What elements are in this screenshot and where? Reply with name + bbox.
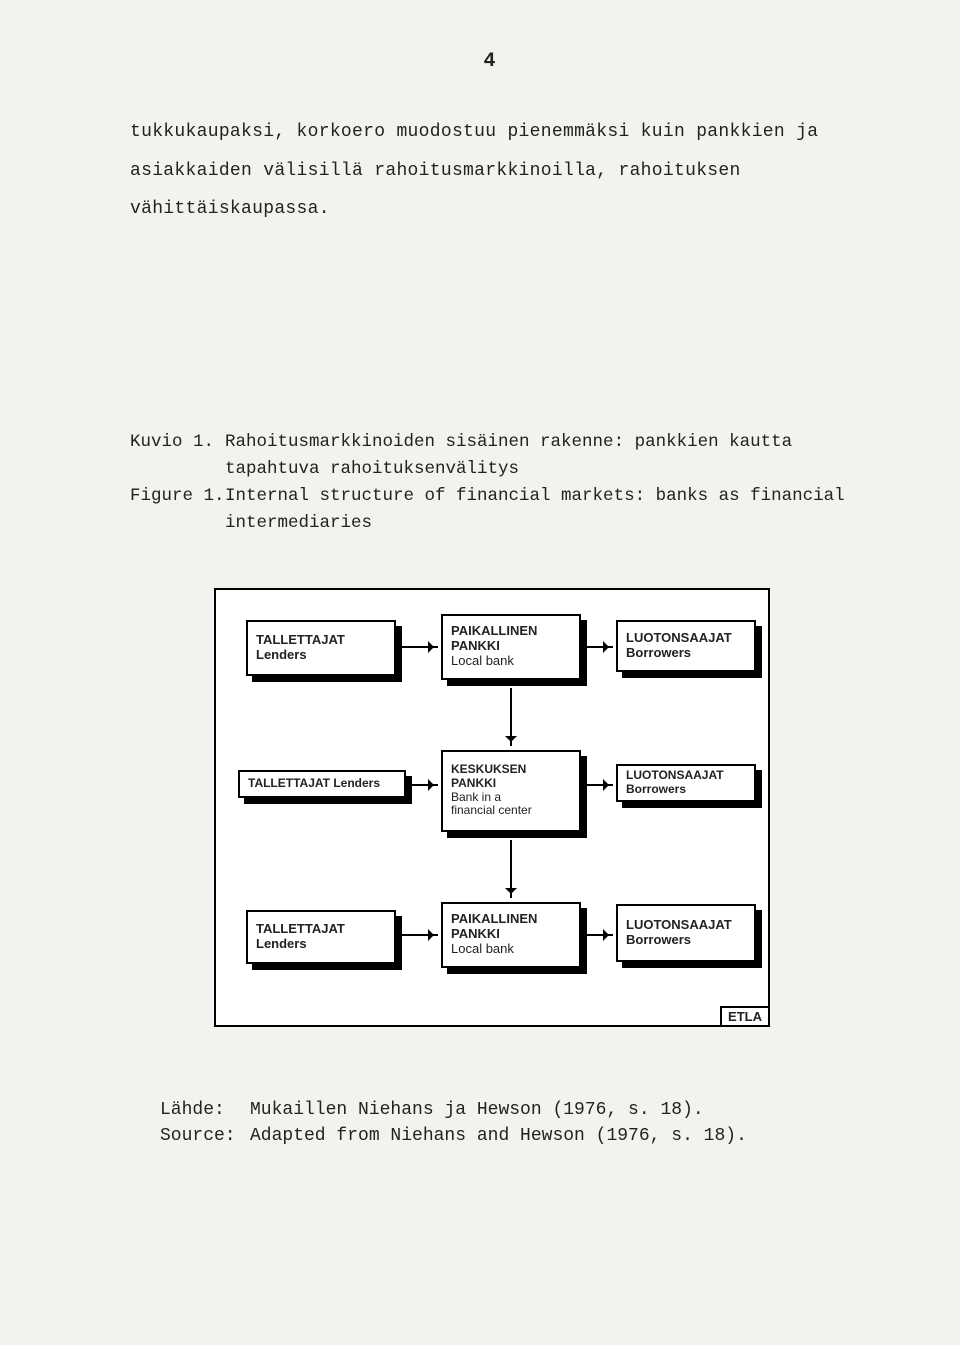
node-r3-mid: PAIKALLINENPANKKILocal bank	[441, 902, 581, 968]
arrow-v-1	[510, 840, 512, 898]
node-r2-left: TALLETTAJAT Lenders	[238, 770, 406, 798]
arrow-h-1	[587, 646, 613, 648]
arrow-h-2	[412, 784, 438, 786]
source-lahde-label: Lähde:	[160, 1097, 250, 1123]
node-r3-left: TALLETTAJATLenders	[246, 910, 396, 964]
arrow-h-4	[402, 934, 438, 936]
node-r1-right: LUOTONSAAJATBorrowers	[616, 620, 756, 672]
arrow-h-3	[587, 784, 613, 786]
caption-figure-text: Internal structure of financial markets:…	[225, 483, 850, 537]
node-r2-mid: KESKUKSENPANKKIBank in afinancial center	[441, 750, 581, 832]
source-block: Lähde: Mukaillen Niehans ja Hewson (1976…	[160, 1097, 850, 1149]
figure-caption: Kuvio 1. Rahoitusmarkkinoiden sisäinen r…	[130, 429, 850, 538]
caption-figure-label: Figure 1.	[130, 483, 225, 537]
etla-badge: ETLA	[720, 1006, 770, 1027]
source-source-text: Adapted from Niehans and Hewson (1976, s…	[250, 1123, 747, 1149]
diagram-container: ETLA TALLETTAJATLendersPAIKALLINENPANKKI…	[214, 588, 766, 1027]
arrow-v-0	[510, 688, 512, 746]
node-r1-left: TALLETTAJATLenders	[246, 620, 396, 676]
node-r2-right: LUOTONSAAJATBorrowers	[616, 764, 756, 802]
caption-kuvio-label: Kuvio 1.	[130, 429, 225, 483]
source-lahde-text: Mukaillen Niehans ja Hewson (1976, s. 18…	[250, 1097, 704, 1123]
node-r1-mid: PAIKALLINENPANKKILocal bank	[441, 614, 581, 680]
flowchart-diagram: ETLA TALLETTAJATLenders PAIKALLINENPANKKI…	[214, 588, 770, 1027]
body-paragraph: tukkukaupaksi, korkoero muodostuu pienem…	[130, 113, 850, 229]
source-source-label: Source:	[160, 1123, 250, 1149]
page-number: 4	[130, 50, 850, 73]
node-r3-right: LUOTONSAAJATBorrowers	[616, 904, 756, 962]
arrow-h-5	[587, 934, 613, 936]
caption-kuvio-text: Rahoitusmarkkinoiden sisäinen rakenne: p…	[225, 429, 850, 483]
page: 4 tukkukaupaksi, korkoero muodostuu pien…	[0, 0, 960, 1345]
arrow-h-0	[402, 646, 438, 648]
